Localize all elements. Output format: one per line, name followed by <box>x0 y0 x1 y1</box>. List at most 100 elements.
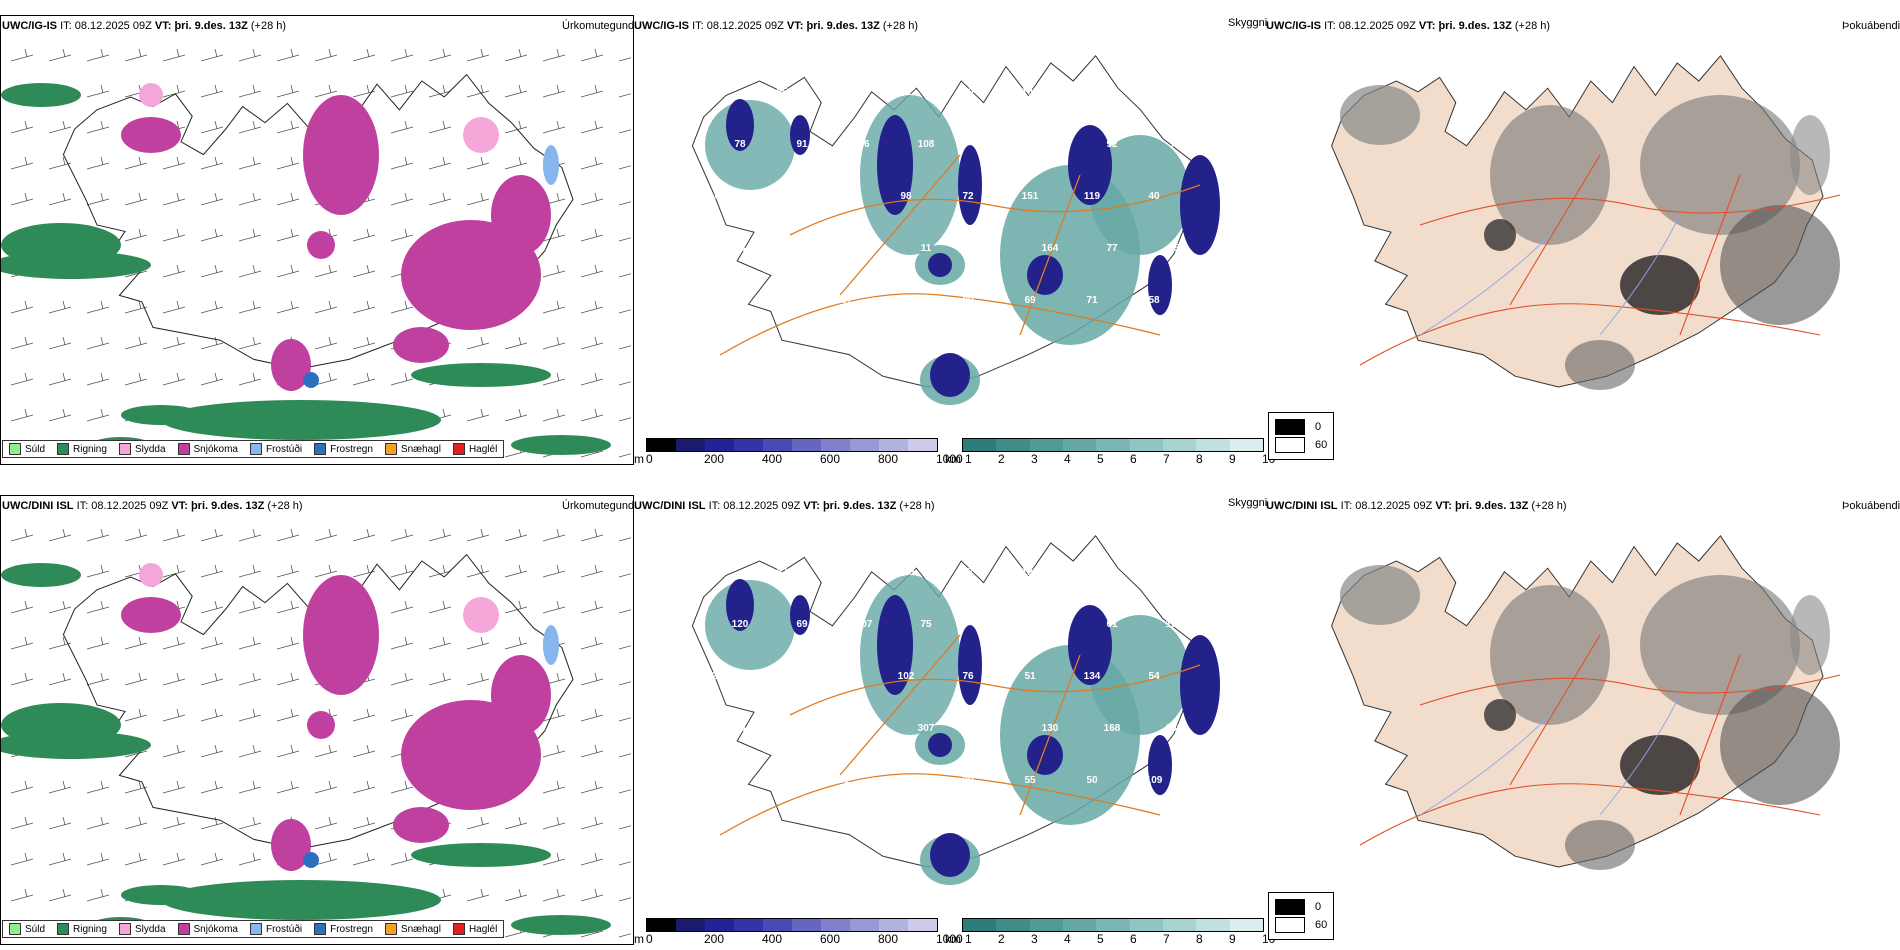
ceiling-tick: 400 <box>762 452 783 466</box>
ceiling-label: 157 <box>836 295 853 306</box>
legend-item: Snæhagl <box>384 443 441 455</box>
panel-title-precip: UWC/IG-IS IT: 08.12.2025 09Z VT: þri. 9.… <box>2 20 286 32</box>
model-name: UWC/IG-IS <box>1266 20 1321 32</box>
legend-swatch <box>452 443 465 455</box>
vt-label: VT: <box>154 20 172 32</box>
ceiling-label: 307 <box>918 723 935 734</box>
colorbar-segment <box>1229 439 1263 451</box>
ceiling-ticks: m 0 200 400 600 800 1000 <box>634 932 963 948</box>
it-label: IT: <box>1340 500 1353 512</box>
ceiling-unit: m <box>634 452 644 466</box>
ceiling-label: 78 <box>734 139 746 150</box>
it-label: IT: <box>692 20 704 32</box>
fog-key-label: 0 <box>1315 901 1322 913</box>
panel-type-fog: Þokuábendi <box>1842 20 1900 32</box>
vt-label: VT: <box>786 20 804 32</box>
ceiling-colorbar <box>646 918 938 932</box>
visibility-tick: 3 <box>1031 452 1038 466</box>
vt-value: þri. 9.des. 13Z <box>1438 20 1512 32</box>
precip-type-panel <box>0 15 634 465</box>
ceiling-ticks: m 0 200 400 600 800 1000 <box>634 452 963 468</box>
ceiling-label: 76 <box>962 671 974 682</box>
ceiling-tick: 600 <box>820 932 841 946</box>
colorbar-segment <box>1196 919 1230 931</box>
ceiling-tick: 0 <box>646 932 653 946</box>
legend-item: Rigning <box>57 443 107 455</box>
ceiling-label: 56 <box>920 827 932 838</box>
ceiling-tick: 800 <box>878 932 899 946</box>
vt-value: þri. 9.des. 13Z <box>806 20 880 32</box>
legend-swatch <box>249 923 262 935</box>
legend-label: Snæhagl <box>400 443 441 455</box>
visibility-unit: km <box>945 932 961 946</box>
ceiling-label: 164 <box>1042 243 1059 254</box>
it-value: 08.12.2025 09Z <box>1355 500 1433 512</box>
model-name: UWC/DINI ISL <box>1266 500 1338 512</box>
ceiling-label: 55 <box>714 295 726 306</box>
ceiling-label: 26 <box>1044 347 1056 358</box>
colorbar-segment <box>647 439 676 451</box>
visibility-map: 59 55 13 11 30 102 50 9 78 91 66 108 143 91 92 31 62 63 48… <box>691 54 1220 405</box>
panel-type-precip: Úrkomutegund <box>562 500 635 512</box>
colorbar-segment <box>850 439 879 451</box>
legend-item: Frostregn <box>314 443 373 455</box>
ceiling-label: 69 <box>796 619 808 630</box>
colorbar-segment <box>705 439 734 451</box>
visibility-tick: 6 <box>1130 932 1137 946</box>
colorbar-segment <box>850 919 879 931</box>
ceiling-label: 91 <box>1044 139 1056 150</box>
fog-key-swatch <box>1275 899 1305 915</box>
lead-time: (+28 h) <box>899 500 935 512</box>
ceiling-label: 141 <box>856 243 873 254</box>
visibility-ticks: km12345678910 <box>945 932 1275 948</box>
visibility-tick: 7 <box>1163 932 1170 946</box>
ceiling-label: 38 <box>714 567 726 578</box>
panel-title-precip: UWC/DINI ISL IT: 08.12.2025 09Z VT: þri.… <box>2 500 303 512</box>
model-name: UWC/IG-IS <box>2 20 57 32</box>
ceiling-label: 50 <box>1086 775 1098 786</box>
ceiling-label: 180 <box>1166 723 1183 734</box>
legend-swatch <box>118 923 131 935</box>
ceiling-label: 55 <box>1024 775 1036 786</box>
colorbar-segment <box>792 919 821 931</box>
legend-item: Frostúði <box>249 923 302 935</box>
visibility-tick: 9 <box>1229 932 1236 946</box>
legend-swatch <box>9 923 21 935</box>
ceiling-label: 78 <box>714 775 726 786</box>
visibility-tick: 8 <box>1196 932 1203 946</box>
ceiling-label: 59 <box>838 671 850 682</box>
ceiling-label: 92 <box>1106 139 1118 150</box>
colorbar-segment <box>1062 919 1097 931</box>
it-value: 08.12.2025 09Z <box>74 20 152 32</box>
colorbar-segment <box>1096 439 1130 451</box>
ceiling-tick: 1000 <box>936 932 963 946</box>
fog-key-label: 60 <box>1315 919 1328 931</box>
ceiling-label: 63 <box>838 567 850 578</box>
legend-swatch <box>118 443 131 455</box>
visibility-colorbar <box>962 918 1264 932</box>
colorbar-segment <box>963 919 997 931</box>
legend-label: Slydda <box>134 443 166 455</box>
colorbar-segment <box>734 439 763 451</box>
visibility-tick: 8 <box>1196 452 1203 466</box>
panel-type-precip: Úrkomutegund <box>562 20 635 32</box>
ceiling-label: 59 <box>714 87 726 98</box>
vt-label: VT: <box>803 500 820 512</box>
ceiling-label: 143 <box>980 139 997 150</box>
legend-item: Haglél <box>452 443 497 455</box>
precip-legend: Súld Rigning Slydda Snjókoma Frostúði Frostre… <box>2 440 505 458</box>
colorbar-segment <box>1162 919 1197 931</box>
ceiling-label: 38 <box>1044 827 1056 838</box>
vt-label: VT: <box>171 500 188 512</box>
ceiling-label: 11 <box>901 87 912 98</box>
lead-time: (+28 h) <box>1514 20 1551 32</box>
legend-swatch <box>314 923 327 935</box>
it-value: 08.12.2025 09Z <box>723 500 801 512</box>
colorbar-segment <box>676 439 705 451</box>
legend-label: Súld <box>25 923 46 935</box>
ceiling-label: 61 <box>796 723 808 734</box>
legend-item: Snjókoma <box>177 923 238 935</box>
colorbar-segment <box>996 439 1030 451</box>
legend-item: Snæhagl <box>384 923 441 935</box>
fog-key-row: 60 <box>1275 917 1327 933</box>
